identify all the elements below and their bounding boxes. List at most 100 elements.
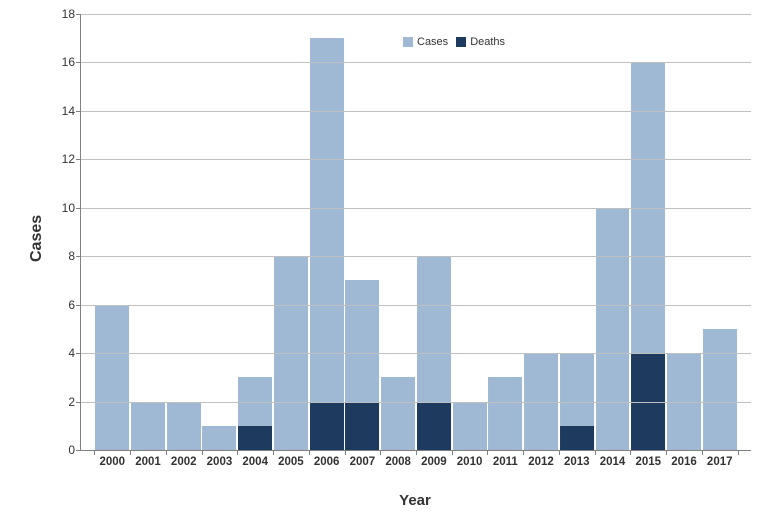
bar-cases — [453, 402, 487, 450]
gridline — [81, 353, 751, 354]
x-tick — [345, 450, 346, 455]
gridline — [81, 62, 751, 63]
x-tick — [202, 450, 203, 455]
x-tick-label: 2002 — [171, 450, 197, 468]
gridline — [81, 402, 751, 403]
bar-slot: 2017 — [702, 14, 738, 450]
bars-container: 2000200120022003200420052006200720082009… — [81, 14, 751, 450]
bar-slot: 2004 — [237, 14, 273, 450]
y-tick-label: 18 — [62, 7, 81, 21]
x-tick — [452, 450, 453, 455]
x-tick-label: 2014 — [600, 450, 626, 468]
bar-slot: 2009 — [416, 14, 452, 450]
bar-slot: 2016 — [666, 14, 702, 450]
bar-deaths — [310, 402, 344, 450]
legend-item-deaths: Deaths — [456, 36, 505, 48]
x-tick — [166, 450, 167, 455]
gridline — [81, 305, 751, 306]
x-tick-label: 2004 — [242, 450, 268, 468]
bar-cases — [131, 402, 165, 450]
gridline — [81, 14, 751, 15]
x-tick — [130, 450, 131, 455]
x-tick-label: 2009 — [421, 450, 447, 468]
bar-deaths — [560, 426, 594, 450]
legend-swatch — [403, 37, 413, 47]
x-tick-label: 2013 — [564, 450, 590, 468]
bar-deaths — [345, 402, 379, 450]
x-tick — [273, 450, 274, 455]
bar-slot: 2012 — [523, 14, 559, 450]
x-tick-label: 2015 — [635, 450, 661, 468]
x-tick-label: 2003 — [207, 450, 233, 468]
x-tick-label: 2012 — [528, 450, 554, 468]
bar-slot: 2015 — [630, 14, 666, 450]
x-tick-label: 2007 — [350, 450, 376, 468]
y-tick-label: 2 — [68, 395, 81, 409]
bar-slot: 2010 — [452, 14, 488, 450]
x-tick-label: 2001 — [135, 450, 161, 468]
bar-cases — [167, 402, 201, 450]
y-tick-label: 0 — [68, 443, 81, 457]
y-axis-title: Cases — [28, 215, 46, 262]
x-tick-label: 2006 — [314, 450, 340, 468]
bar-cases — [95, 305, 129, 450]
bar-slot: 2014 — [595, 14, 631, 450]
x-tick — [487, 450, 488, 455]
bar-cases — [381, 377, 415, 450]
x-tick — [595, 450, 596, 455]
x-tick-label: 2010 — [457, 450, 483, 468]
x-tick-label: 2011 — [493, 450, 518, 468]
x-tick-label: 2017 — [707, 450, 733, 468]
gridline — [81, 208, 751, 209]
bar-slot: 2002 — [166, 14, 202, 450]
x-tick — [559, 450, 560, 455]
bar-slot: 2006 — [309, 14, 345, 450]
legend: Cases Deaths — [403, 36, 505, 48]
bar-slot: 2007 — [345, 14, 381, 450]
bar-cases — [488, 377, 522, 450]
legend-swatch — [456, 37, 466, 47]
x-tick — [416, 450, 417, 455]
bar-cases — [596, 208, 630, 450]
x-tick — [523, 450, 524, 455]
x-tick — [309, 450, 310, 455]
x-tick-label: 2016 — [671, 450, 697, 468]
x-tick — [630, 450, 631, 455]
bar-slot: 2003 — [202, 14, 238, 450]
bar-deaths — [238, 426, 272, 450]
bar-slot: 2013 — [559, 14, 595, 450]
gridline — [81, 111, 751, 112]
x-tick — [380, 450, 381, 455]
bar-cases — [703, 329, 737, 450]
legend-item-cases: Cases — [403, 36, 448, 48]
x-tick-label: 2000 — [99, 450, 125, 468]
x-tick-label: 2008 — [385, 450, 411, 468]
gridline — [81, 256, 751, 257]
bar-deaths — [417, 402, 451, 450]
y-tick-label: 12 — [62, 152, 81, 166]
y-tick-label: 16 — [62, 55, 81, 69]
x-tick — [666, 450, 667, 455]
bar-slot: 2000 — [94, 14, 130, 450]
x-tick — [237, 450, 238, 455]
y-tick-label: 10 — [62, 201, 81, 215]
gridline — [81, 159, 751, 160]
cases-deaths-bar-chart: Cases 2000200120022003200420052006200720… — [0, 0, 768, 518]
x-tick — [702, 450, 703, 455]
x-tick-label: 2005 — [278, 450, 304, 468]
bar-cases — [310, 38, 344, 450]
bar-slot: 2005 — [273, 14, 309, 450]
y-tick-label: 8 — [68, 249, 81, 263]
bar-slot: 2011 — [487, 14, 523, 450]
bar-cases — [202, 426, 236, 450]
legend-label: Cases — [417, 36, 448, 48]
bar-slot: 2001 — [130, 14, 166, 450]
y-tick-label: 4 — [68, 346, 81, 360]
y-tick-label: 14 — [62, 104, 81, 118]
plot-area: 2000200120022003200420052006200720082009… — [80, 14, 751, 451]
bar-slot: 2008 — [380, 14, 416, 450]
x-axis-title: Year — [399, 492, 431, 509]
x-tick — [738, 450, 739, 455]
y-tick-label: 6 — [68, 298, 81, 312]
x-tick — [94, 450, 95, 455]
